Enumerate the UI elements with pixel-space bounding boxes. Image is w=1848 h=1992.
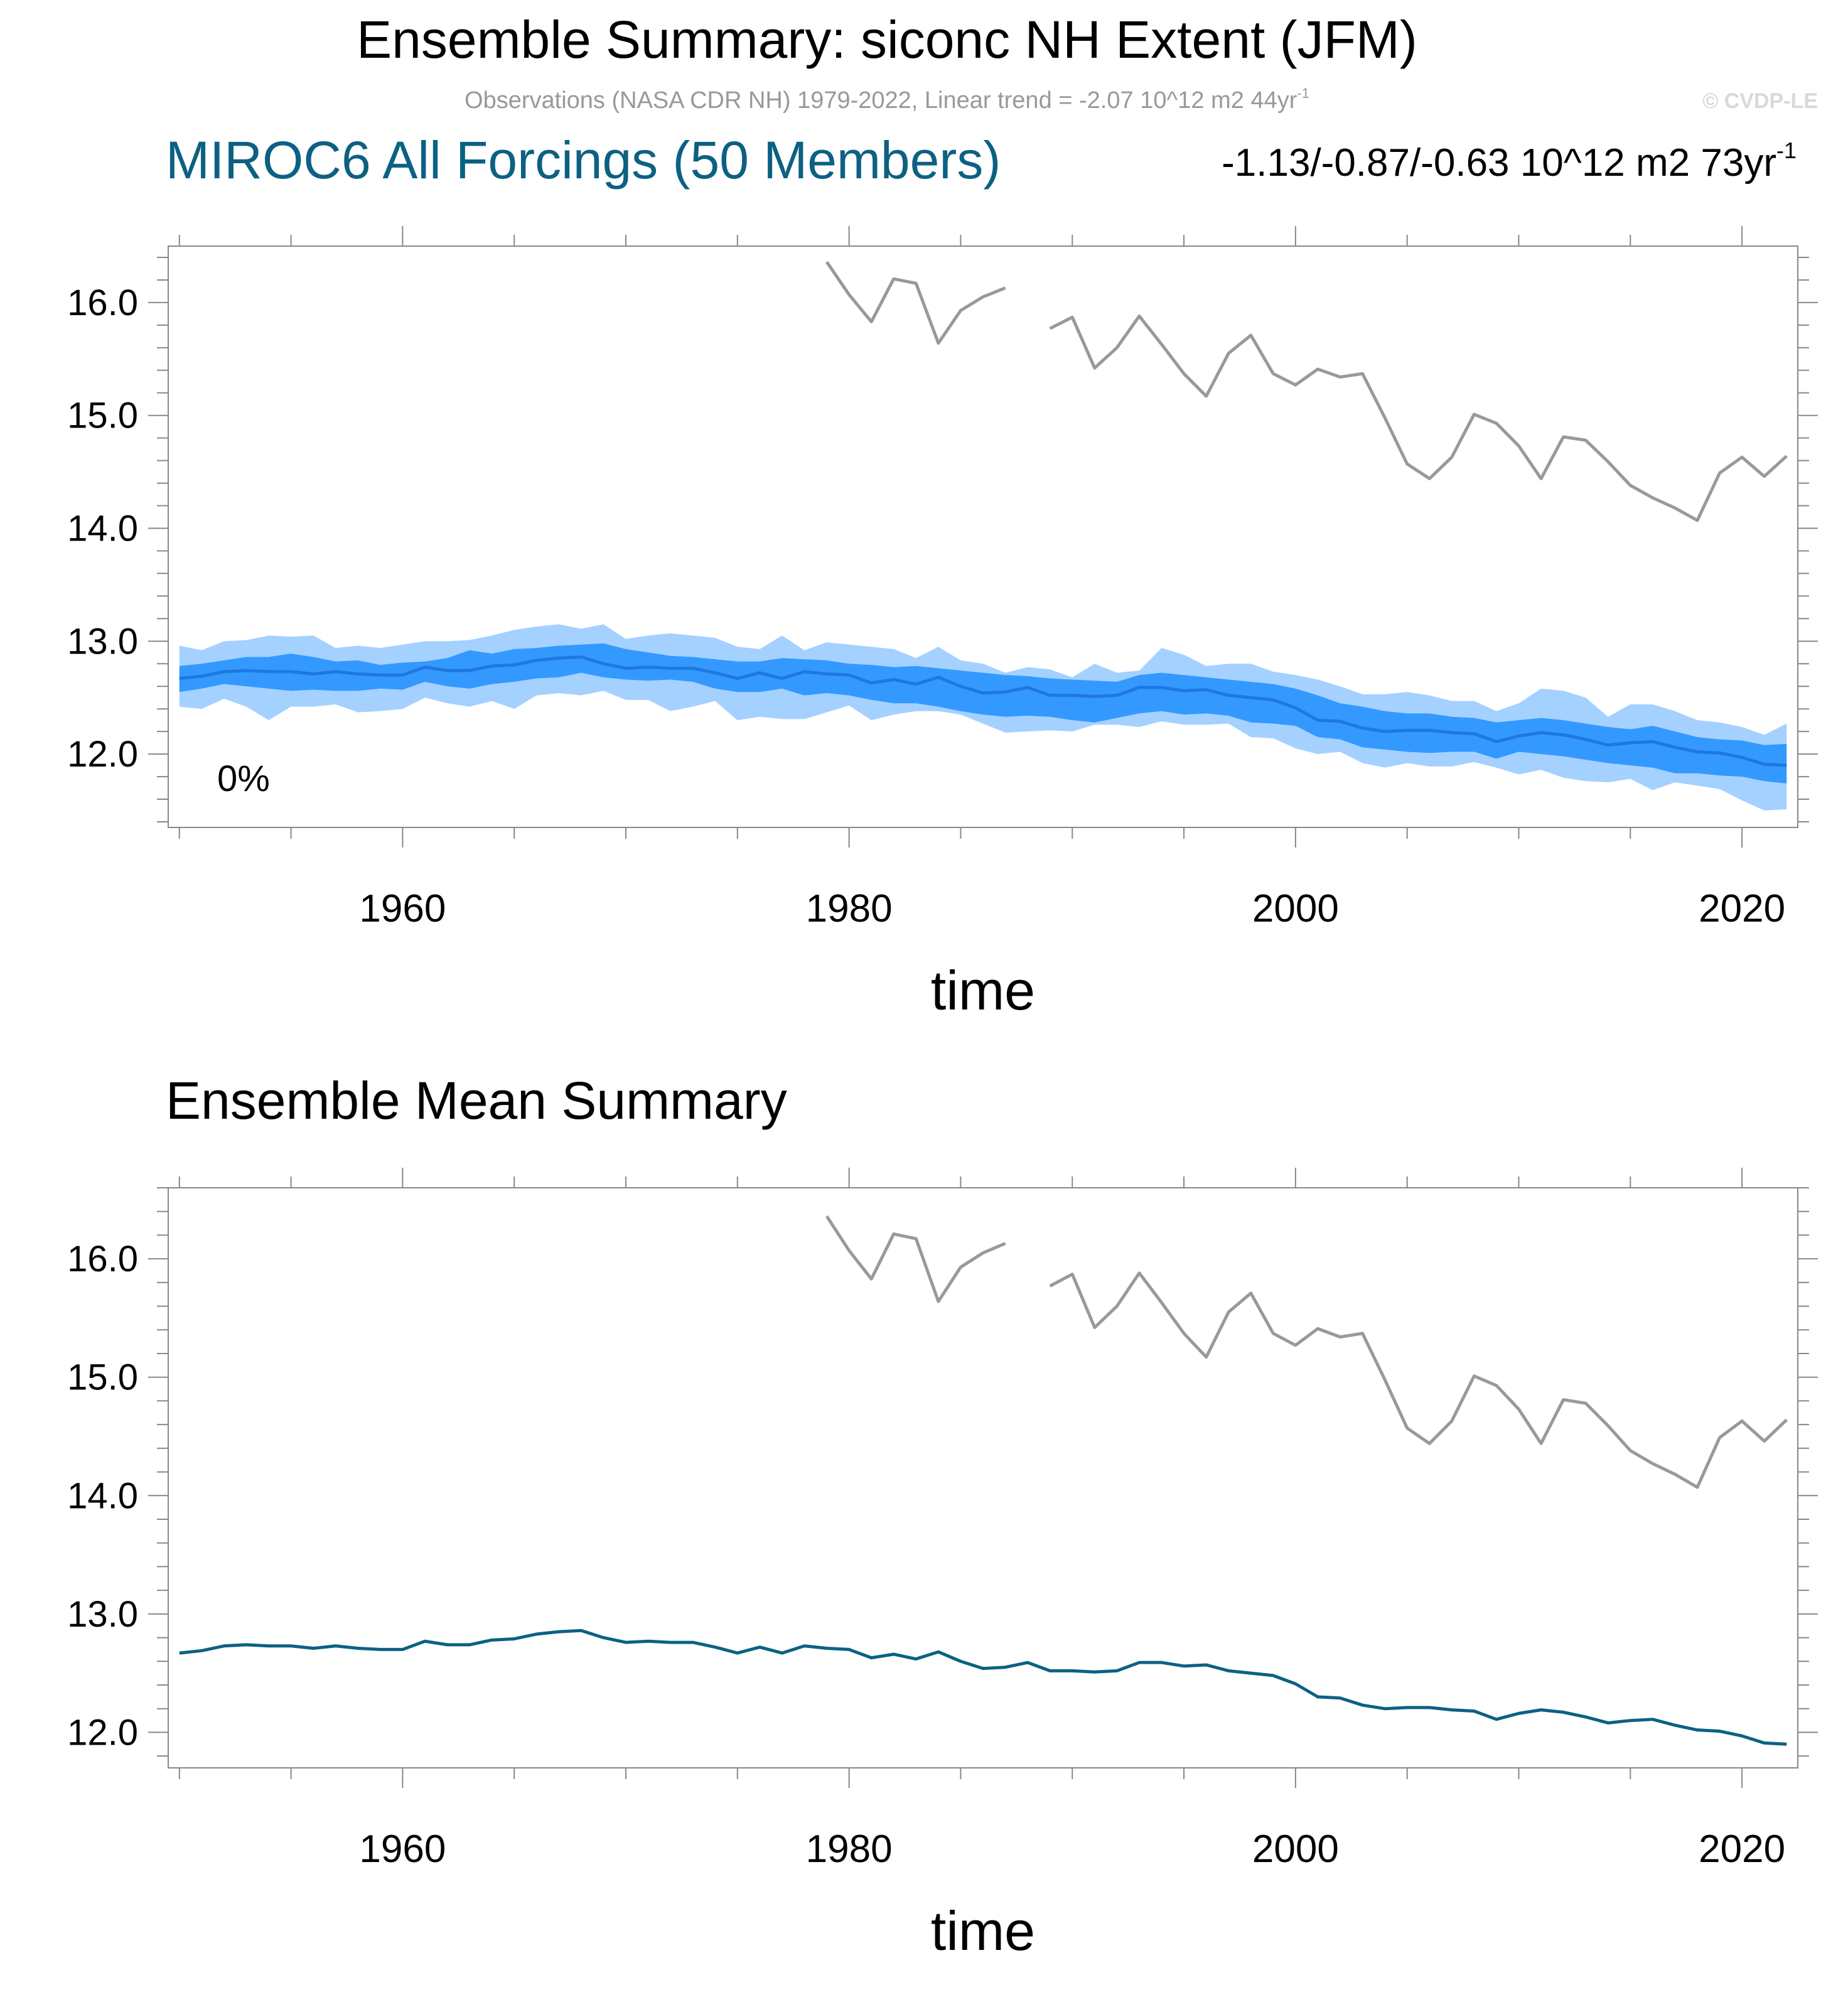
percent-annotation: 0% [217, 758, 270, 799]
plot-frame [168, 245, 1798, 828]
y-tick-label: 13.0 [67, 621, 138, 662]
observations-line [825, 261, 1006, 345]
ensemble-spread-outer-band [179, 624, 1787, 811]
ensemble-mean-line [179, 655, 1787, 767]
x-tick-label: 2020 [1699, 887, 1785, 930]
model-title: MIROC6 All Forcings (50 Members) [166, 131, 1001, 190]
x-axis-title: time [931, 959, 1035, 1021]
y-tick-label: 15.0 [67, 396, 138, 436]
x-tick-label: 1960 [359, 1828, 446, 1871]
obs-info: Observations (NASA CDR NH) 1979-2022, Li… [465, 85, 1309, 114]
model-trend-sup: -1 [1776, 137, 1797, 163]
x-axis-title: time [931, 1900, 1035, 1962]
copyright-label: © CVDP-LE [1702, 89, 1818, 113]
bottom-panel-title: Ensemble Mean Summary [166, 1071, 787, 1130]
y-tick-label: 14.0 [67, 509, 138, 549]
x-tick-label: 1980 [806, 887, 893, 930]
y-tick-label: 14.0 [67, 1475, 138, 1516]
plot-frame [168, 1187, 1798, 1769]
top-panel: 12.0 13.0 14.0 15.0 16.0 1960 1980 2000 2020 time… [67, 226, 1818, 1021]
observations-line [1049, 314, 1788, 522]
y-tick-label: 12.0 [67, 1712, 138, 1753]
y-tick-label: 13.0 [67, 1594, 138, 1635]
x-tick-label: 1960 [359, 887, 446, 930]
y-tick-label: 16.0 [67, 283, 138, 323]
ensemble-mean-line [179, 1629, 1787, 1746]
x-tick-label: 2020 [1699, 1828, 1785, 1871]
observations-line [825, 1215, 1006, 1303]
x-tick-label: 2000 [1252, 887, 1339, 930]
x-tick-label: 2000 [1252, 1828, 1339, 1871]
y-tick-label: 12.0 [67, 734, 138, 775]
main-title: Ensemble Summary: siconc NH Extent (JFM) [357, 10, 1417, 69]
observations-line [1049, 1271, 1788, 1489]
x-tick-label: 1980 [806, 1828, 893, 1871]
model-trend-text: -1.13/-0.87/-0.63 10^12 m2 73yr [1222, 141, 1776, 185]
bottom-panel: 12.0 13.0 14.0 15.0 16.0 1960 1980 2000 2020 time [67, 1168, 1818, 1962]
y-tick-label: 16.0 [67, 1239, 138, 1279]
y-tick-label: 15.0 [67, 1357, 138, 1398]
obs-info-text: Observations (NASA CDR NH) 1979-2022, Li… [465, 87, 1297, 114]
ensemble-spread-inner-band [179, 643, 1787, 783]
obs-info-sup: -1 [1297, 85, 1309, 101]
model-trend: -1.13/-0.87/-0.63 10^12 m2 73yr-1 [1222, 137, 1797, 185]
